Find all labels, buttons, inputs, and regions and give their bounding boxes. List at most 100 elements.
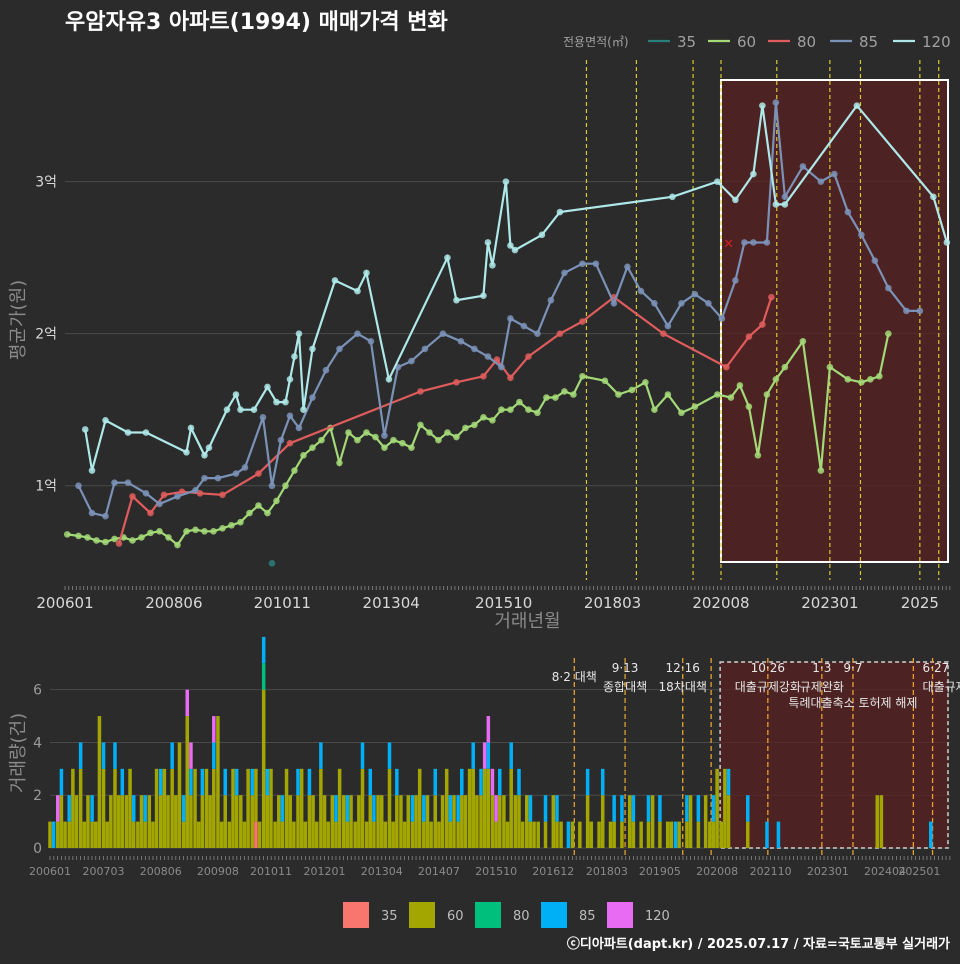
bar-60 (532, 821, 536, 848)
bar-60 (406, 795, 411, 848)
policy-annotation-text: 특례대출축소 토허제 해제 (788, 696, 917, 710)
bar-85 (334, 795, 338, 822)
point-85 (534, 330, 541, 337)
point-60 (678, 409, 685, 417)
bar-60 (513, 795, 518, 848)
bar-85 (528, 795, 533, 822)
bar-85 (433, 768, 438, 796)
bar-85 (250, 768, 254, 796)
bar-60 (597, 821, 601, 848)
bar-60 (726, 795, 731, 848)
bar-60 (277, 795, 281, 848)
point-60 (453, 433, 460, 441)
bar-60 (357, 795, 361, 848)
bar-85 (212, 742, 216, 769)
point-60 (309, 444, 316, 452)
policy-annotation-text: 1·3 (812, 661, 831, 675)
bar-85 (410, 795, 415, 822)
point-85 (592, 260, 600, 268)
bar-120 (486, 716, 491, 743)
policy-annotation-text: 10·26 (751, 661, 785, 675)
point-60 (237, 518, 244, 526)
bar-60 (612, 821, 616, 848)
bar-60 (479, 795, 483, 848)
bar-60 (322, 795, 327, 848)
bar-85 (726, 768, 731, 796)
bar-60 (543, 821, 548, 848)
point-85 (844, 208, 852, 216)
point-60 (219, 525, 226, 532)
bottom-x-tick-label: 201201 (304, 865, 346, 878)
bar-60 (265, 795, 270, 848)
point-60 (844, 375, 852, 383)
bar-60 (162, 768, 167, 848)
point-85 (457, 337, 465, 345)
bar-60 (429, 821, 433, 848)
point-60 (318, 436, 325, 444)
bar-60 (124, 795, 129, 848)
point-85 (781, 193, 789, 201)
point-85 (651, 299, 658, 307)
bar-60 (368, 795, 373, 848)
point-80 (768, 293, 775, 301)
top-y-tick-label: 1억 (35, 479, 57, 495)
bar-60 (433, 795, 438, 848)
point-120 (750, 170, 757, 178)
bar-60 (334, 821, 338, 848)
point-85 (322, 366, 330, 374)
point-120 (250, 406, 258, 414)
bar-85 (345, 795, 350, 822)
point-120 (943, 239, 951, 246)
point-60 (525, 406, 532, 414)
bar-60 (177, 742, 182, 848)
bar-85 (170, 742, 174, 769)
top-y-tick-label: 2억 (35, 327, 57, 343)
point-60 (174, 541, 181, 549)
bar-60 (204, 768, 209, 848)
point-80 (115, 540, 123, 547)
bar-60 (364, 821, 369, 848)
bar-60 (284, 768, 289, 848)
top-highlight-region (719, 79, 950, 563)
bar-85 (776, 821, 781, 848)
top-x-tick-label: 202301 (801, 594, 858, 612)
point-120 (669, 193, 676, 201)
bar-60 (212, 768, 216, 848)
point-85 (507, 315, 514, 322)
bottom-x-tick-label: 201905 (639, 865, 681, 878)
bar-85 (223, 768, 227, 796)
bottom-y-tick-label: 4 (33, 735, 42, 751)
point-60 (363, 429, 370, 436)
bottom-x-tick-label: 201510 (475, 865, 517, 878)
point-60 (826, 363, 834, 371)
bar-85 (372, 795, 376, 822)
bar-60 (63, 821, 67, 848)
bar-60 (555, 821, 559, 848)
bar-60 (120, 795, 125, 848)
top-legend-title: 전용면적(㎡) (563, 35, 629, 49)
top-y-axis-title: 평균가(원) (8, 280, 29, 360)
bar-60 (715, 768, 719, 848)
point-60 (489, 417, 496, 424)
point-60 (664, 391, 672, 398)
bottom-volume-chart: 0 2 4 6 200601 200703 200806 200908 201011 201201… (8, 636, 960, 878)
bar-60 (669, 821, 674, 848)
bar-60 (353, 821, 357, 848)
bar-60 (502, 795, 506, 848)
point-60 (867, 375, 874, 383)
point-120 (300, 406, 307, 414)
bar-85 (711, 795, 716, 822)
point-60 (381, 444, 388, 452)
bar-60 (719, 821, 723, 848)
bar-85 (143, 795, 147, 822)
bar-60 (131, 821, 136, 848)
bar-60 (688, 795, 693, 848)
bar-85 (120, 768, 125, 796)
point-80 (255, 470, 262, 477)
bar-60 (875, 795, 880, 848)
bar-85 (765, 821, 769, 848)
point-60 (471, 421, 478, 429)
bar-60 (482, 768, 487, 848)
point-60 (628, 386, 636, 394)
bar-60 (254, 768, 258, 822)
